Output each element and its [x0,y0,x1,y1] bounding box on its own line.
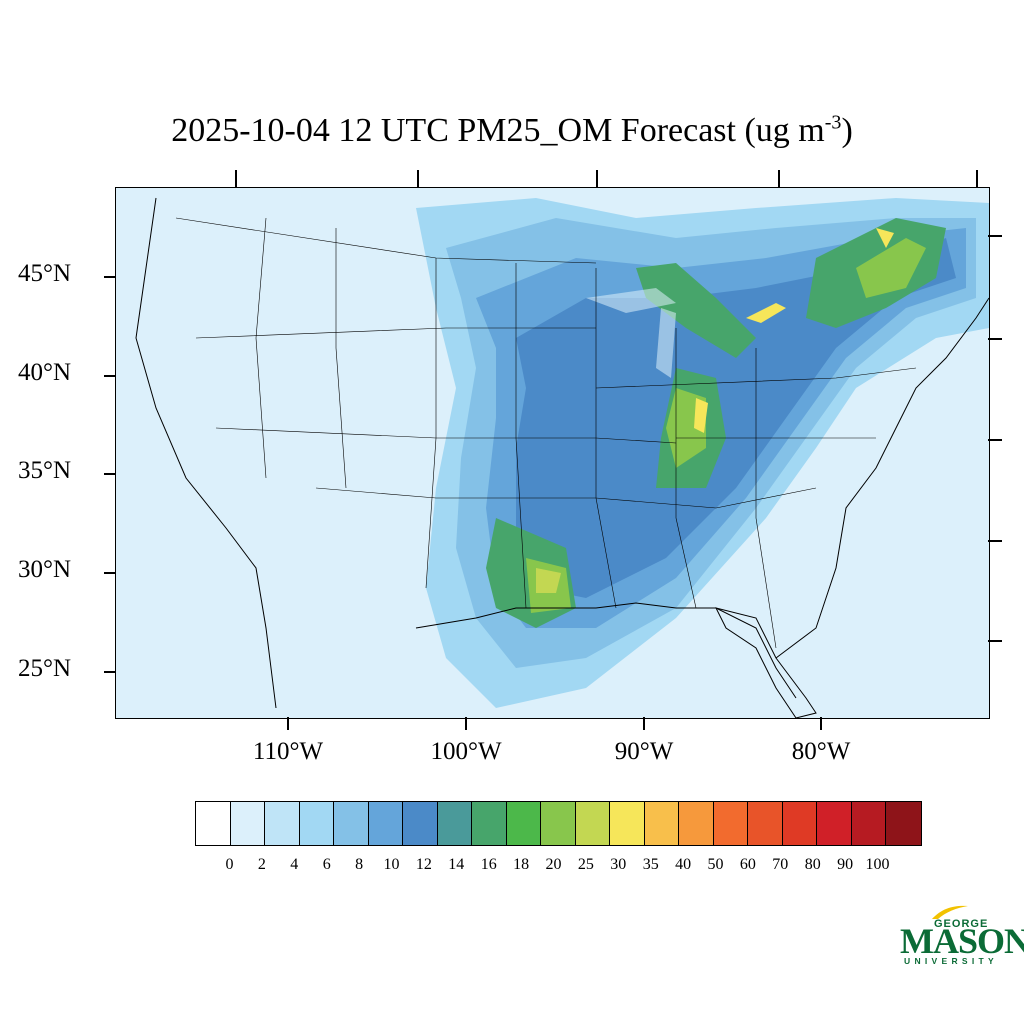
colorbar [195,801,922,846]
colorbar-label: 4 [290,856,299,873]
colorbar-cell [575,802,610,845]
top-tick [778,170,780,187]
colorbar-label: 12 [415,856,432,873]
colorbar-label: 16 [480,856,497,873]
lon-tick [643,717,645,730]
lat-tick [104,375,115,377]
forecast-map [115,187,990,719]
colorbar-cell [196,802,231,845]
logo-mason: MASON [900,921,1024,961]
colorbar-label: 80 [804,856,821,873]
lon-label-110: 110°W [252,738,324,765]
colorbar-cell [713,802,748,845]
lat-label-35: 35°N [18,457,72,484]
colorbar-cell [782,802,817,845]
right-tick [988,540,1002,542]
colorbar-label: 14 [448,856,465,873]
lat-label-30: 30°N [18,556,72,583]
right-tick [988,640,1002,642]
colorbar-cell [851,802,886,845]
colorbar-cell [403,802,438,845]
colorbar-cell [506,802,541,845]
colorbar-cell [472,802,507,845]
colorbar-cell [265,802,300,845]
colorbar-label: 10 [383,856,400,873]
right-tick [988,439,1002,441]
colorbar-label: 30 [610,856,627,873]
colorbar-label: 8 [355,856,364,873]
title-suffix: ) [841,112,853,149]
lon-tick [820,717,822,730]
top-tick [417,170,419,187]
colorbar-label: 20 [545,856,562,873]
lon-label-90: 90°W [614,738,674,765]
colorbar-label: 50 [707,856,724,873]
right-tick [988,235,1002,237]
chart-title: 2025-10-04 12 UTC PM25_OM Forecast (ug m… [0,112,1024,150]
colorbar-cell [748,802,783,845]
title-text: 2025-10-04 12 UTC PM25_OM Forecast (ug m [171,112,825,149]
lat-tick [104,473,115,475]
lat-tick [104,276,115,278]
colorbar-label: 25 [577,856,594,873]
colorbar-cell [368,802,403,845]
lon-label-80: 80°W [791,738,851,765]
colorbar-cell [230,802,265,845]
lon-tick [287,717,289,730]
logo-swoosh-icon [932,905,968,919]
colorbar-label: 2 [257,856,266,873]
pollution-field [116,188,989,718]
colorbar-cell [541,802,576,845]
colorbar-cell [610,802,645,845]
lon-label-100: 100°W [430,738,502,765]
colorbar-cell [679,802,714,845]
top-tick [596,170,598,187]
colorbar-label: 90 [837,856,854,873]
top-tick [235,170,237,187]
lon-tick [465,717,467,730]
logo-university: UNIVERSITY [904,956,999,966]
lat-label-25: 25°N [18,655,72,682]
colorbar-cell [817,802,852,845]
lat-label-45: 45°N [18,260,72,287]
colorbar-cell [299,802,334,845]
colorbar-cell [437,802,472,845]
title-superscript: -3 [824,111,842,134]
top-tick [976,170,978,187]
lat-tick [104,671,115,673]
colorbar-cell [334,802,369,845]
colorbar-label: 35 [642,856,659,873]
right-tick [988,338,1002,340]
colorbar-label: 0 [225,856,234,873]
lat-tick [104,572,115,574]
colorbar-label: 18 [513,856,530,873]
colorbar-cell [644,802,679,845]
colorbar-label: 60 [739,856,756,873]
logo-george: GEORGE [934,918,989,930]
colorbar-label: 70 [772,856,789,873]
colorbar-label: 100 [865,856,890,873]
colorbar-cell [886,802,921,845]
colorbar-label: 6 [322,856,331,873]
gmu-logo: GEORGE MASON UNIVERSITY [898,900,1024,970]
colorbar-label: 40 [675,856,692,873]
lat-label-40: 40°N [18,359,72,386]
